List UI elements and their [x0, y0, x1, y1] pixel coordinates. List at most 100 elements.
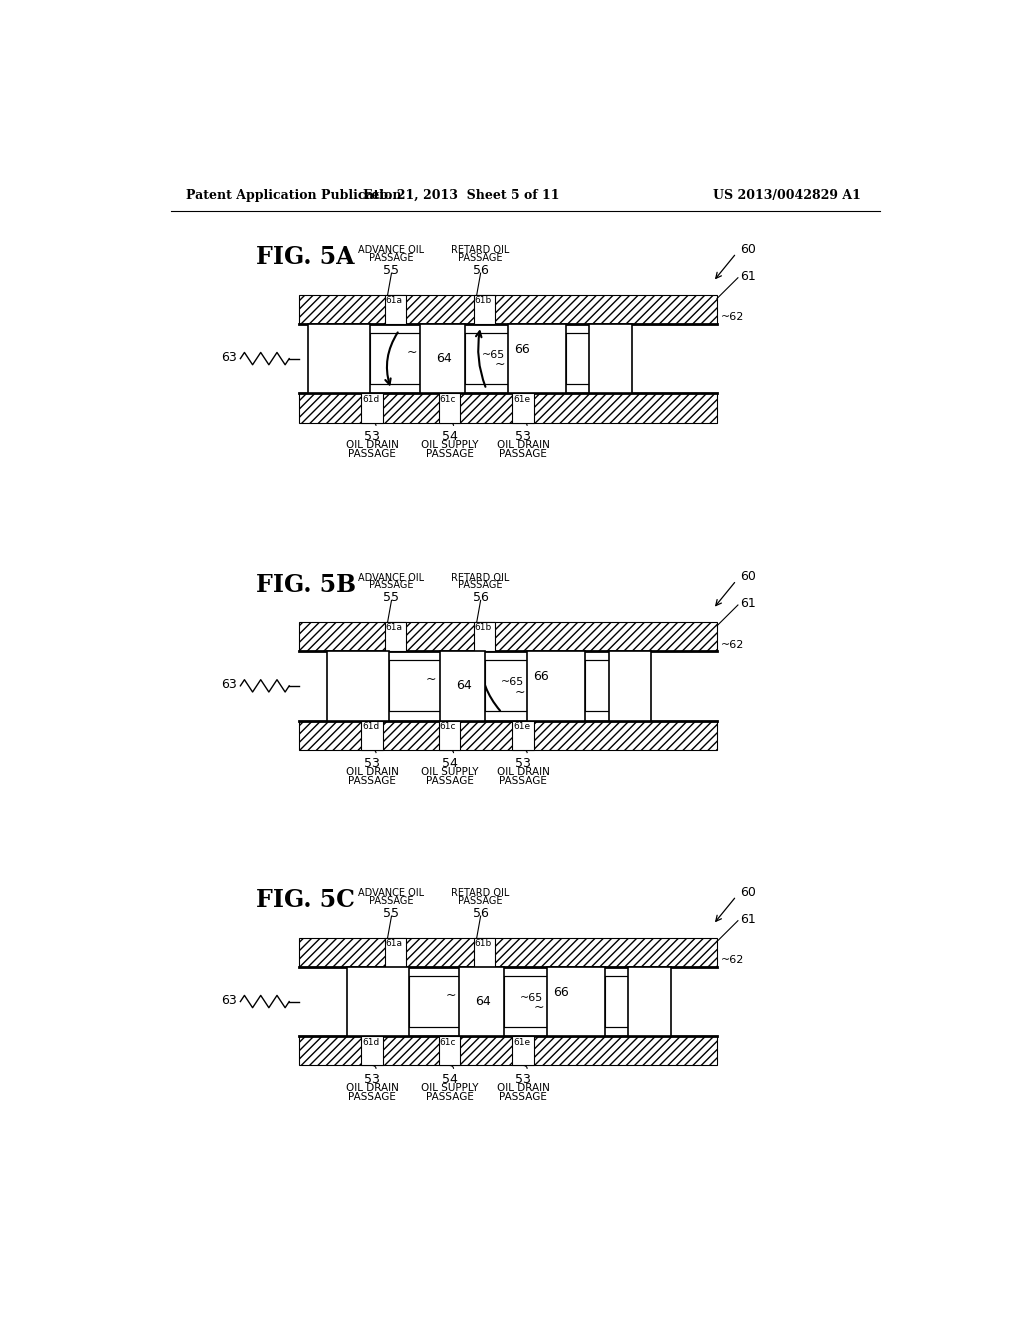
Text: ~65: ~65: [520, 993, 544, 1003]
Text: OIL SUPPLY: OIL SUPPLY: [421, 767, 478, 777]
Text: 61: 61: [740, 271, 756, 282]
Text: 56: 56: [473, 591, 488, 605]
Text: OIL DRAIN: OIL DRAIN: [346, 441, 398, 450]
Text: 61d: 61d: [362, 722, 379, 731]
Text: 54: 54: [441, 758, 458, 771]
Bar: [420, 323, 465, 393]
Text: ADVANCE OIL: ADVANCE OIL: [358, 573, 425, 582]
Bar: [299, 1036, 717, 1065]
Text: 60: 60: [740, 243, 756, 256]
Bar: [361, 1036, 383, 1065]
Bar: [299, 393, 717, 422]
Text: ADVANCE OIL: ADVANCE OIL: [358, 888, 425, 899]
Text: 61c: 61c: [439, 1038, 456, 1047]
Text: PASSAGE: PASSAGE: [500, 1092, 547, 1102]
Text: 66: 66: [534, 671, 549, 684]
Bar: [474, 294, 496, 323]
Text: 64: 64: [436, 352, 453, 366]
Text: 61a: 61a: [385, 623, 402, 632]
Bar: [508, 323, 566, 393]
Bar: [512, 393, 535, 422]
Bar: [346, 966, 409, 1036]
Text: 55: 55: [384, 264, 399, 277]
Bar: [608, 651, 651, 721]
Bar: [439, 651, 484, 721]
Text: 55: 55: [384, 907, 399, 920]
Bar: [566, 333, 589, 384]
Bar: [299, 721, 717, 750]
Text: 64: 64: [475, 995, 490, 1008]
Text: ~62: ~62: [721, 313, 744, 322]
Text: 66: 66: [553, 986, 568, 999]
Text: 61: 61: [740, 913, 756, 927]
Bar: [385, 294, 407, 323]
Text: 54: 54: [441, 1073, 458, 1086]
Bar: [438, 721, 461, 750]
Bar: [385, 622, 407, 651]
Bar: [389, 660, 439, 711]
Text: Patent Application Publication: Patent Application Publication: [186, 189, 401, 202]
Bar: [385, 937, 407, 966]
Text: ADVANCE OIL: ADVANCE OIL: [358, 246, 425, 255]
Text: 60: 60: [740, 886, 756, 899]
Text: 61d: 61d: [362, 395, 379, 404]
Text: PASSAGE: PASSAGE: [426, 1092, 473, 1102]
Bar: [438, 393, 461, 422]
Text: Feb. 21, 2013  Sheet 5 of 11: Feb. 21, 2013 Sheet 5 of 11: [362, 189, 559, 202]
Text: 53: 53: [365, 1073, 380, 1086]
Bar: [438, 1036, 461, 1065]
Text: ~: ~: [514, 685, 524, 698]
Bar: [361, 721, 383, 750]
Text: OIL DRAIN: OIL DRAIN: [497, 1084, 550, 1093]
Text: PASSAGE: PASSAGE: [370, 253, 414, 263]
Bar: [474, 937, 496, 966]
Text: 61e: 61e: [513, 395, 530, 404]
Text: ~62: ~62: [721, 956, 744, 965]
Text: RETARD OIL: RETARD OIL: [452, 888, 510, 899]
Text: 61c: 61c: [439, 722, 456, 731]
Text: 61e: 61e: [513, 722, 530, 731]
Bar: [409, 977, 459, 1027]
Text: OIL SUPPLY: OIL SUPPLY: [421, 441, 478, 450]
Text: FIG. 5B: FIG. 5B: [256, 573, 356, 597]
Bar: [512, 1036, 535, 1065]
Text: ~: ~: [426, 673, 436, 686]
Bar: [299, 622, 717, 651]
Text: OIL SUPPLY: OIL SUPPLY: [421, 1084, 478, 1093]
Bar: [527, 651, 586, 721]
Text: 55: 55: [384, 591, 399, 605]
Text: OIL DRAIN: OIL DRAIN: [346, 1084, 398, 1093]
Text: 53: 53: [365, 430, 380, 444]
Text: 54: 54: [441, 430, 458, 444]
Text: 63: 63: [221, 677, 237, 690]
Text: PASSAGE: PASSAGE: [348, 449, 396, 458]
Text: 61c: 61c: [439, 395, 456, 404]
Text: PASSAGE: PASSAGE: [426, 449, 473, 458]
Bar: [308, 323, 370, 393]
Text: ~65: ~65: [481, 350, 505, 360]
Text: 56: 56: [473, 907, 488, 920]
Text: 63: 63: [221, 351, 237, 363]
Bar: [604, 977, 628, 1027]
Text: 61b: 61b: [474, 296, 492, 305]
Bar: [512, 721, 535, 750]
Text: ~: ~: [534, 1001, 544, 1014]
Text: RETARD OIL: RETARD OIL: [452, 246, 510, 255]
Text: PASSAGE: PASSAGE: [459, 253, 503, 263]
Text: 61: 61: [740, 597, 756, 610]
Text: ~65: ~65: [501, 677, 524, 686]
Text: PASSAGE: PASSAGE: [370, 896, 414, 906]
Text: 61e: 61e: [513, 1038, 530, 1047]
Bar: [465, 333, 508, 384]
Text: PASSAGE: PASSAGE: [459, 581, 503, 590]
Text: 61a: 61a: [385, 940, 402, 948]
Bar: [504, 977, 547, 1027]
Text: 56: 56: [473, 264, 488, 277]
Text: 64: 64: [456, 680, 472, 693]
Text: PASSAGE: PASSAGE: [426, 776, 473, 785]
Text: OIL DRAIN: OIL DRAIN: [497, 767, 550, 777]
Text: RETARD OIL: RETARD OIL: [452, 573, 510, 582]
Text: 53: 53: [365, 758, 380, 771]
Text: ~: ~: [407, 346, 417, 359]
Bar: [328, 651, 389, 721]
